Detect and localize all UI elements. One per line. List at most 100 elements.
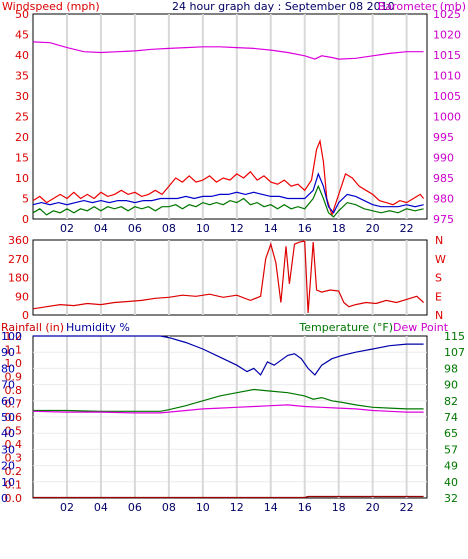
wind-plot-frame: [32, 13, 428, 220]
humidity-tick-100: 100: [1, 330, 22, 343]
x-tick-label-18: 18: [332, 222, 346, 235]
humidity-tick-60: 60: [1, 395, 15, 408]
compass-tick-E: E: [435, 290, 442, 303]
windspeed-tick-25: 25: [15, 111, 29, 124]
temperature-tick-57: 57: [444, 443, 458, 456]
windspeed-tick-5: 5: [22, 193, 29, 206]
temperature-axis-label: Temperature (°F): [298, 321, 393, 334]
windspeed-tick-15: 15: [15, 152, 29, 165]
barometer-tick-975: 975: [433, 213, 454, 226]
series-barometer: [32, 41, 424, 60]
series-rain: [33, 495, 424, 499]
compass-tick-N: N: [435, 234, 443, 247]
temperature-tick-74: 74: [444, 411, 458, 424]
windspeed-tick-0: 0: [22, 213, 29, 226]
rainfall-tick-0.5: 0.5: [5, 425, 23, 438]
barometer-axis-label: Barometer (mb): [378, 0, 466, 13]
rainfall-tick-labels: 0.00.10.20.30.40.50.60.70.80.91.01.11.2: [5, 330, 23, 505]
direction-tick-360: 360: [8, 234, 29, 247]
humidity-tick-50: 50: [1, 411, 15, 424]
x-tick-label-04: 04: [94, 501, 108, 514]
series-average: [32, 172, 424, 214]
rainfall-axis-label: Rainfall (in): [1, 321, 64, 334]
barometer-tick-1000: 1000: [433, 111, 461, 124]
temperature-tick-49: 49: [444, 460, 458, 473]
x-tick-label-20: 20: [366, 501, 380, 514]
rainfall-tick-1.1: 1.1: [5, 344, 23, 357]
x-tick-label-10: 10: [196, 222, 210, 235]
barometer-tick-1025: 1025: [433, 8, 461, 21]
series-direction: [32, 240, 425, 313]
humidity-tick-40: 40: [1, 427, 15, 440]
direction-tick-270: 270: [8, 253, 29, 266]
temp-grid: [33, 336, 427, 498]
barometer-tick-1020: 1020: [433, 29, 461, 42]
direction-tick-0: 0: [22, 309, 29, 322]
series-temperature: [33, 388, 424, 412]
direction-tick-180: 180: [8, 272, 29, 285]
x-tick-label-08: 08: [162, 501, 176, 514]
rainfall-tick-1.0: 1.0: [5, 357, 23, 370]
x-tick-label-14: 14: [264, 501, 278, 514]
compass-tick-W: W: [435, 253, 446, 266]
x-tick-label-06: 06: [128, 222, 142, 235]
series-humidity: [33, 335, 424, 376]
rain-humidity-temp-panel: 0.00.10.20.30.40.50.60.70.80.91.01.11.2 …: [1, 321, 465, 514]
x-tick-label-02: 02: [60, 501, 74, 514]
x-tick-label-18: 18: [332, 501, 346, 514]
compass-tick-N: N: [435, 309, 443, 322]
windspeed-tick-20: 20: [15, 131, 29, 144]
rainfall-tick-0.3: 0.3: [5, 452, 23, 465]
x-tick-label-04: 04: [94, 222, 108, 235]
x-tick-label-22: 22: [400, 222, 414, 235]
temperature-tick-32: 32: [444, 492, 458, 505]
humidity-tick-70: 70: [1, 379, 15, 392]
x-tick-label-14: 14: [264, 222, 278, 235]
x-tick-label-02: 02: [60, 222, 74, 235]
barometer-tick-990: 990: [433, 152, 454, 165]
barometer-tick-980: 980: [433, 193, 454, 206]
direction-series: [32, 240, 425, 313]
rainfall-tick-0.6: 0.6: [5, 411, 23, 424]
windspeed-tick-40: 40: [15, 49, 29, 62]
direction-degree-tick-labels: 0 90 180 270 360: [8, 234, 29, 322]
windspeed-tick-45: 45: [15, 29, 29, 42]
windspeed-tick-35: 35: [15, 70, 29, 83]
humidity-tick-80: 80: [1, 362, 15, 375]
barometer-tick-labels: 975 980 985 990 995 1000 1005 1010 1015 1020 1025: [433, 8, 461, 226]
temp-series: [32, 335, 424, 499]
temperature-tick-90: 90: [444, 379, 458, 392]
x-tick-label-10: 10: [196, 501, 210, 514]
windspeed-tick-labels: 0 5 10 15 20 25 30 35 40 45 50: [15, 8, 29, 226]
dewpoint-axis-label: Dew Point: [393, 321, 449, 334]
compass-tick-S: S: [435, 272, 442, 285]
humidity-tick-10: 10: [1, 476, 15, 489]
series-dewpoint: [32, 404, 424, 414]
barometer-tick-995: 995: [433, 131, 454, 144]
direction-grid: [65, 240, 408, 315]
temp-x-tick-labels: 02 04 06 08 10 12 14 16 18 20 22: [60, 501, 414, 514]
barometer-tick-1005: 1005: [433, 90, 461, 103]
x-tick-label-08: 08: [162, 222, 176, 235]
humidity-axis-label: Humidity %: [66, 321, 130, 334]
rainfall-tick-1.2: 1.2: [5, 330, 23, 343]
windspeed-tick-50: 50: [15, 8, 29, 21]
rainfall-tick-0.4: 0.4: [5, 438, 23, 451]
temperature-tick-98: 98: [444, 362, 458, 375]
windspeed-tick-10: 10: [15, 172, 29, 185]
humidity-tick-0: 0: [1, 492, 8, 505]
x-tick-label-12: 12: [230, 222, 244, 235]
rainfall-tick-0.0: 0.0: [5, 492, 23, 505]
temperature-tick-40: 40: [444, 476, 458, 489]
temperature-tick-107: 107: [444, 346, 465, 359]
series-wind: [32, 184, 424, 218]
rainfall-tick-0.1: 0.1: [5, 479, 23, 492]
rainfall-tick-0.2: 0.2: [5, 465, 23, 478]
x-tick-label-06: 06: [128, 501, 142, 514]
temperature-tick-82: 82: [444, 395, 458, 408]
temperature-tick-115: 115: [444, 330, 465, 343]
